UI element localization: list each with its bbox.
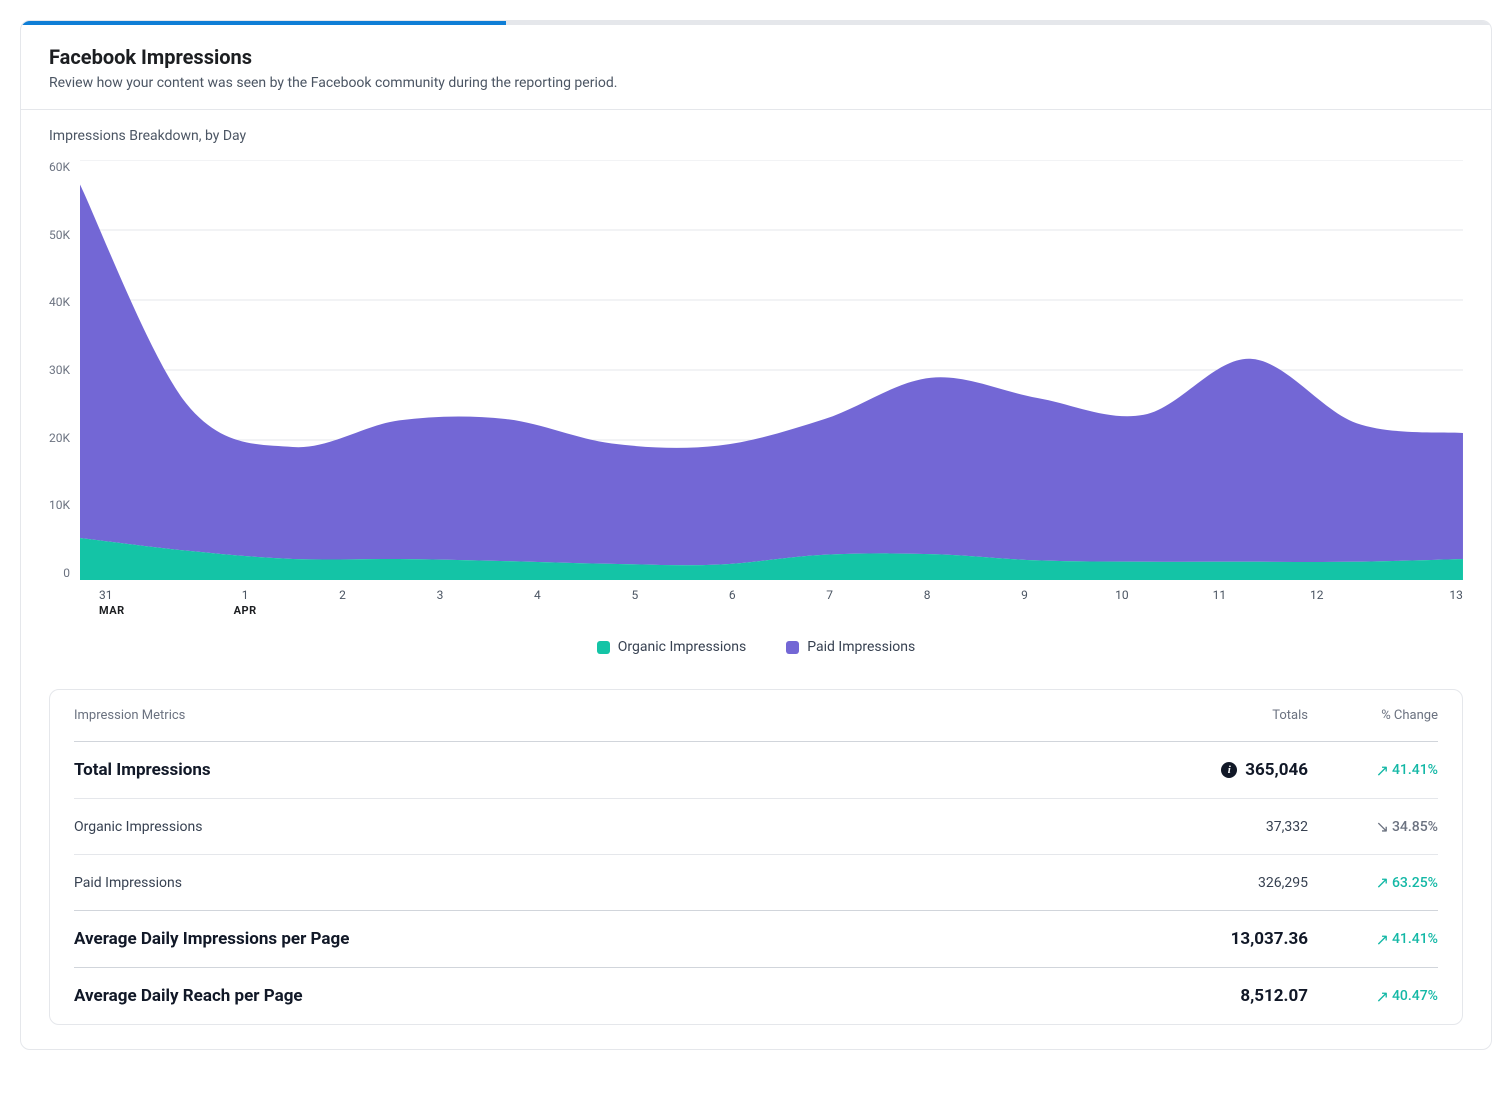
info-icon[interactable]: i xyxy=(1221,762,1237,778)
legend-label-organic: Organic Impressions xyxy=(618,639,746,655)
arrow-down-icon: ↘ xyxy=(1376,817,1389,836)
chart-area: 60K 50K 40K 30K 20K 10K 0 xyxy=(49,160,1463,580)
metric-total: 13,037.36 xyxy=(1138,929,1308,949)
x-tick: 12 xyxy=(1268,588,1365,617)
x-tick: 2 xyxy=(294,588,391,617)
chart-plot[interactable] xyxy=(80,160,1463,580)
x-tick: 7 xyxy=(781,588,878,617)
section-header: Facebook Impressions Review how your con… xyxy=(21,25,1491,109)
y-tick: 60K xyxy=(49,160,70,174)
metric-label: Organic Impressions xyxy=(74,819,1138,835)
legend-label-paid: Paid Impressions xyxy=(807,639,915,655)
progress-bar-fill xyxy=(21,21,506,25)
area-paid xyxy=(80,185,1463,566)
x-tick: 3 xyxy=(391,588,488,617)
metric-change: ↗41.41% xyxy=(1308,930,1438,949)
section-subtitle: Review how your content was seen by the … xyxy=(49,75,1463,91)
x-tick: 10 xyxy=(1073,588,1170,617)
chart-legend: Organic Impressions Paid Impressions xyxy=(49,617,1463,679)
metrics-header-change: % Change xyxy=(1308,708,1438,723)
swatch-paid xyxy=(786,641,799,654)
metric-change: ↗40.47% xyxy=(1308,987,1438,1006)
x-tick: 8 xyxy=(878,588,975,617)
y-tick: 40K xyxy=(49,295,70,309)
metric-label: Average Daily Impressions per Page xyxy=(74,929,1138,949)
metric-label: Average Daily Reach per Page xyxy=(74,986,1138,1006)
metric-label: Total Impressions xyxy=(74,760,1138,780)
metrics-header-row: Impression Metrics Totals % Change xyxy=(74,690,1438,741)
metrics-header-metric: Impression Metrics xyxy=(74,708,1138,723)
y-tick: 0 xyxy=(63,566,70,580)
metric-change: ↗63.25% xyxy=(1308,873,1438,892)
legend-item-paid[interactable]: Paid Impressions xyxy=(786,639,915,655)
metric-change: ↘34.85% xyxy=(1308,817,1438,836)
metric-row[interactable]: Total Impressionsi365,046↗41.41% xyxy=(74,741,1438,798)
arrow-up-icon: ↗ xyxy=(1376,873,1389,892)
impressions-card: Facebook Impressions Review how your con… xyxy=(20,20,1492,1050)
section-title: Facebook Impressions xyxy=(49,45,1463,69)
metric-total: i365,046 xyxy=(1138,760,1308,780)
x-tick: 9 xyxy=(976,588,1073,617)
y-tick: 10K xyxy=(49,498,70,512)
metrics-table: Impression Metrics Totals % Change Total… xyxy=(49,689,1463,1025)
area-chart-svg xyxy=(80,160,1463,580)
y-axis: 60K 50K 40K 30K 20K 10K 0 xyxy=(49,160,80,580)
metric-row[interactable]: Average Daily Reach per Page8,512.07↗40.… xyxy=(74,967,1438,1024)
metric-row[interactable]: Paid Impressions326,295↗63.25% xyxy=(74,854,1438,910)
metric-change: ↗41.41% xyxy=(1308,761,1438,780)
y-tick: 20K xyxy=(49,431,70,445)
x-tick: 11 xyxy=(1171,588,1268,617)
chart-title: Impressions Breakdown, by Day xyxy=(49,128,1463,144)
y-tick: 50K xyxy=(49,228,70,242)
metric-total: 8,512.07 xyxy=(1138,986,1308,1006)
metric-label: Paid Impressions xyxy=(74,875,1138,891)
arrow-up-icon: ↗ xyxy=(1376,987,1389,1006)
x-tick: 4 xyxy=(489,588,586,617)
metric-total: 326,295 xyxy=(1138,875,1308,891)
y-tick: 30K xyxy=(49,363,70,377)
x-axis: 31MAR1APR2345678910111213 xyxy=(49,588,1463,617)
metric-row[interactable]: Organic Impressions37,332↘34.85% xyxy=(74,798,1438,854)
progress-bar xyxy=(21,21,1491,25)
arrow-up-icon: ↗ xyxy=(1376,761,1389,780)
x-tick: 1APR xyxy=(196,588,293,617)
arrow-up-icon: ↗ xyxy=(1376,930,1389,949)
chart-section: Impressions Breakdown, by Day 60K 50K 40K 3… xyxy=(21,110,1491,689)
legend-item-organic[interactable]: Organic Impressions xyxy=(597,639,746,655)
x-tick: 13 xyxy=(1365,588,1462,617)
metrics-header-totals: Totals xyxy=(1138,708,1308,723)
metric-total: 37,332 xyxy=(1138,819,1308,835)
x-tick: 6 xyxy=(684,588,781,617)
swatch-organic xyxy=(597,641,610,654)
metric-row[interactable]: Average Daily Impressions per Page13,037… xyxy=(74,910,1438,967)
x-tick: 5 xyxy=(586,588,683,617)
x-tick: 31MAR xyxy=(99,588,196,617)
